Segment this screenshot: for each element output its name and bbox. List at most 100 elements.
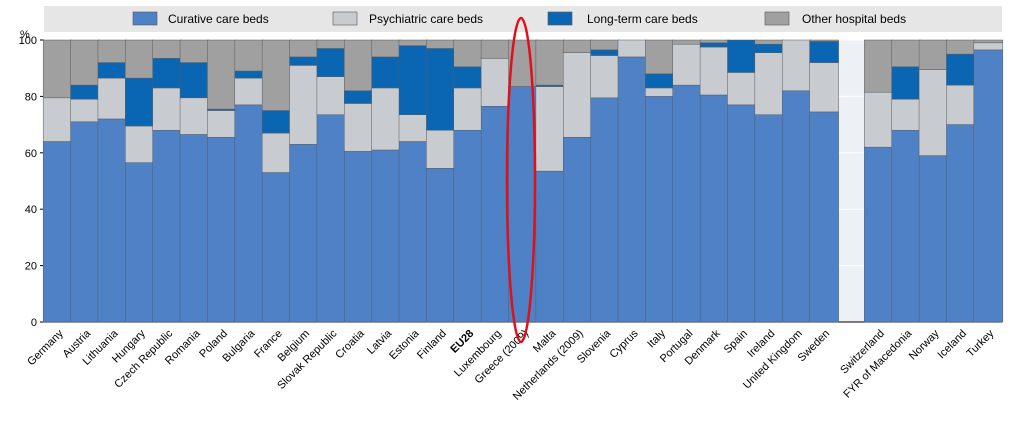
bar-segment-other-belgium xyxy=(289,39,319,58)
bar-segment-psychiatric-turkey xyxy=(973,42,1004,51)
bar-segment-other-portugal xyxy=(672,39,702,45)
bar-segment-psychiatric-eu28 xyxy=(453,87,484,131)
bar-segment-psychiatric-bulgaria xyxy=(234,77,265,106)
bar-segment-psychiatric-iceland xyxy=(946,84,976,125)
bar-segment-curative-luxembourg xyxy=(480,106,511,323)
bar-segment-curative-poland xyxy=(207,137,237,323)
bar-segment-psychiatric-france xyxy=(261,132,292,173)
bar-segment-psychiatric-slovak-republic xyxy=(316,76,347,115)
bar-segment-long_term-ireland xyxy=(754,43,785,53)
bar-segment-other-ireland xyxy=(754,39,785,45)
bar-segment-curative-sweden xyxy=(809,111,839,323)
bar-segment-other-hungary xyxy=(125,39,155,79)
bar-segment-curative-denmark xyxy=(699,94,730,323)
bar-segment-curative-united-kingdom xyxy=(781,90,812,323)
bar-segment-curative-italy xyxy=(645,96,675,323)
bar-segment-curative-netherlands-2009 xyxy=(562,137,593,323)
bar-segment-other-slovak-republic xyxy=(316,39,347,49)
bar-segment-psychiatric-malta xyxy=(535,86,566,172)
bar-segment-curative-slovenia xyxy=(590,97,620,323)
bar-segment-long_term-denmark xyxy=(699,42,730,48)
bar-segment-curative-eu28 xyxy=(453,129,484,323)
bar-segment-long_term-slovak-republic xyxy=(316,48,347,77)
bar-segment-long_term-austria xyxy=(70,84,100,100)
bar-segment-psychiatric-norway xyxy=(918,69,949,156)
bar-segment-other-slovenia xyxy=(590,39,620,51)
bar-segment-other-sweden xyxy=(809,39,839,42)
legend-swatch-psychiatric xyxy=(332,11,358,26)
legend-swatch-other xyxy=(764,11,790,26)
bar-segment-psychiatric-belgium xyxy=(289,65,319,145)
y-tick-label: 20 xyxy=(25,261,37,273)
group-separator-band xyxy=(837,40,866,322)
bar-segment-other-fyr-of-macedonia xyxy=(891,39,921,68)
bar-segment-curative-ireland xyxy=(754,114,785,323)
bar-segment-other-latvia xyxy=(371,39,401,58)
bar-segment-other-luxembourg xyxy=(480,39,511,59)
bar-segment-curative-germany xyxy=(42,141,73,323)
bar-segment-other-romania xyxy=(179,39,210,63)
legend-label-curative: Curative care beds xyxy=(168,12,269,26)
bar-segment-psychiatric-luxembourg xyxy=(480,58,511,107)
bar-segment-long_term-france xyxy=(261,110,292,134)
bar-segment-long_term-estonia xyxy=(398,45,429,115)
bar-segment-curative-hungary xyxy=(125,162,155,323)
bar-segment-psychiatric-finland xyxy=(426,129,456,169)
bar-segment-other-iceland xyxy=(946,39,976,55)
bar-segment-curative-norway xyxy=(918,155,949,323)
bar-segment-curative-croatia xyxy=(344,151,374,323)
bar-segment-psychiatric-poland xyxy=(207,110,237,138)
bar-segment-curative-slovak-republic xyxy=(316,114,347,323)
bar-segment-long_term-romania xyxy=(179,62,210,99)
bar-segment-long_term-sweden xyxy=(809,41,839,63)
bar-segment-curative-turkey xyxy=(973,49,1004,323)
legend-swatch-long-term xyxy=(547,11,573,26)
bar-segment-other-france xyxy=(261,39,292,111)
bar-segment-curative-malta xyxy=(535,170,566,323)
bar-segment-psychiatric-denmark xyxy=(699,46,730,96)
bar-segment-psychiatric-czech-republic xyxy=(152,87,182,131)
bar-segment-other-norway xyxy=(918,39,949,70)
bar-segment-curative-iceland xyxy=(946,124,976,323)
bar-segment-other-czech-republic xyxy=(152,39,182,59)
y-tick-label: 60 xyxy=(25,148,37,160)
bar-segment-psychiatric-united-kingdom xyxy=(781,39,812,92)
bar-segment-long_term-finland xyxy=(426,48,456,131)
bar-segment-psychiatric-hungary xyxy=(125,125,155,163)
bar-segment-psychiatric-switzerland xyxy=(864,91,894,148)
x-tick-label-cyprus: Cyprus xyxy=(607,327,640,360)
bar-segment-curative-romania xyxy=(179,134,210,323)
bar-segment-psychiatric-sweden xyxy=(809,62,839,113)
bar-segment-curative-belgium xyxy=(289,144,319,323)
bar-segment-other-austria xyxy=(70,39,100,86)
bar-segment-long_term-italy xyxy=(645,73,675,89)
y-tick-label: 100 xyxy=(19,35,37,47)
legend-swatch-curative xyxy=(132,11,158,26)
bars xyxy=(42,39,1004,323)
bar-segment-other-netherlands-2009 xyxy=(562,39,593,53)
x-tick-label-norway: Norway xyxy=(907,327,942,362)
bar-segment-other-bulgaria xyxy=(234,39,265,72)
bar-segment-psychiatric-estonia xyxy=(398,114,429,142)
legend: Curative care beds Psychiatric care beds… xyxy=(44,6,1002,32)
x-tick-label-iceland: Iceland xyxy=(935,328,969,362)
bar-segment-long_term-eu28 xyxy=(453,66,484,89)
bar-segment-long_term-hungary xyxy=(125,77,155,127)
bar-segment-psychiatric-cyprus xyxy=(617,39,648,58)
x-tick-label-croatia: Croatia xyxy=(333,327,367,361)
bar-segment-psychiatric-italy xyxy=(645,87,675,97)
bar-segment-curative-france xyxy=(261,172,292,323)
bar-segment-psychiatric-netherlands-2009 xyxy=(562,52,593,138)
x-tick-label-finland: Finland xyxy=(415,328,449,362)
bar-segment-other-eu28 xyxy=(453,39,484,68)
bar-segment-psychiatric-portugal xyxy=(672,43,702,86)
bar-segment-long_term-croatia xyxy=(344,90,374,104)
bar-segment-psychiatric-latvia xyxy=(371,87,401,151)
bar-segment-long_term-latvia xyxy=(371,56,401,89)
bar-segment-other-turkey xyxy=(973,39,1004,44)
bar-segment-long_term-czech-republic xyxy=(152,58,182,89)
bar-segment-other-germany xyxy=(42,39,73,99)
bar-segment-curative-estonia xyxy=(398,141,429,323)
